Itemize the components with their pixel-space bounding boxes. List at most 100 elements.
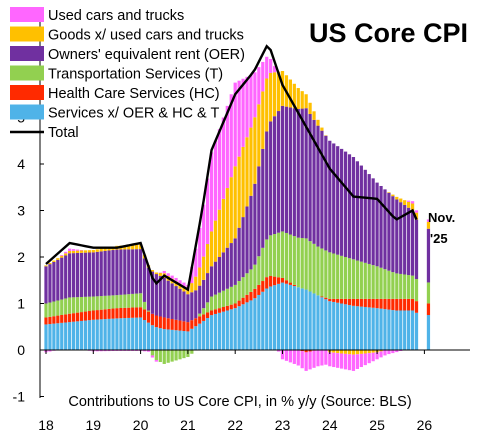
x-tick-label: 24 xyxy=(322,417,338,433)
bar-segment-used_cars xyxy=(190,266,194,284)
bar-segment-goods xyxy=(182,286,186,292)
bar-segment-oer xyxy=(395,199,399,274)
bar-segment-transport xyxy=(300,238,304,289)
bar-segment-services xyxy=(383,309,387,350)
bar-segment-services xyxy=(237,306,241,350)
bar-segment-used_cars xyxy=(166,273,170,276)
bar-segment-oer xyxy=(174,286,178,320)
bar-segment-oer xyxy=(249,195,253,270)
bar-segment-health xyxy=(403,298,407,311)
bar-segment-services xyxy=(64,322,68,350)
bar-segment-transport xyxy=(359,261,363,299)
bar-segment-transport xyxy=(213,294,218,310)
bar-segment-oer xyxy=(162,277,166,318)
bar-segment-transport xyxy=(107,295,111,309)
bar-segment-health xyxy=(261,281,265,292)
y-tick-label: 0 xyxy=(17,342,25,358)
bar-segment-transport xyxy=(245,273,249,295)
bar-segment-used_cars xyxy=(371,352,375,362)
bar-segment-oer xyxy=(64,255,68,299)
bar-segment-transport xyxy=(265,239,269,278)
bar-segment-health xyxy=(107,308,111,319)
bar-segment-transport xyxy=(79,296,84,313)
bar-segment-services xyxy=(379,308,383,350)
bar-segment-services xyxy=(312,293,316,350)
bar-segment-transport xyxy=(44,303,48,318)
bar-segment-used_cars xyxy=(328,352,332,367)
bar-segment-transport xyxy=(190,350,194,354)
y-tick-label: 2 xyxy=(17,249,25,265)
bar-segment-goods xyxy=(292,83,296,109)
bar-segment-oer xyxy=(119,249,123,295)
bar-segment-transport xyxy=(166,350,170,363)
bar-segment-services xyxy=(166,329,170,350)
bar-segment-services xyxy=(135,317,139,350)
bar-segment-oer xyxy=(127,249,131,295)
bar-segment-goods xyxy=(79,250,84,253)
bar-segment-goods xyxy=(60,255,64,258)
bar-segment-transport xyxy=(351,259,356,299)
bar-segment-transport xyxy=(269,235,273,276)
bar-segment-oer xyxy=(95,251,99,297)
bar-segment-used_cars xyxy=(205,178,210,245)
bar-segment-used_cars xyxy=(308,351,312,370)
bar-segment-oer xyxy=(410,210,415,276)
chart-title: US Core CPI xyxy=(309,18,468,48)
bar-segment-oer xyxy=(387,192,391,271)
bar-segment-services xyxy=(245,302,249,350)
bar-segment-used_cars xyxy=(221,117,225,199)
bar-segment-used_cars xyxy=(237,80,241,157)
bar-segment-goods xyxy=(387,192,391,193)
bar-segment-used_cars xyxy=(312,350,316,368)
bar-segment-used_cars xyxy=(95,350,99,352)
bar-segment-used_cars xyxy=(324,350,328,365)
bar-segment-oer xyxy=(351,157,356,260)
bar-segment-health xyxy=(135,307,139,318)
bar-segment-health xyxy=(300,350,304,352)
bar-segment-transport xyxy=(340,255,344,299)
bar-segment-goods xyxy=(359,350,363,354)
bar-segment-services xyxy=(363,306,367,350)
bar-segment-health xyxy=(395,298,399,311)
bar-segment-transport xyxy=(395,273,399,299)
bar-segment-oer xyxy=(150,271,155,314)
bar-segment-health xyxy=(391,298,395,311)
bar-segment-services xyxy=(407,310,411,350)
bar-segment-services xyxy=(83,320,88,350)
bar-segment-oer xyxy=(123,249,127,295)
bar-segment-services xyxy=(395,310,399,350)
bar-segment-oer xyxy=(241,217,245,278)
bar-segment-goods xyxy=(158,272,162,276)
bar-segment-goods xyxy=(320,127,324,131)
bar-segment-services xyxy=(371,307,375,350)
bar-segment-goods xyxy=(233,166,237,239)
bar-segment-health xyxy=(103,309,107,320)
bar-segment-used_cars xyxy=(340,353,344,369)
bar-segment-health xyxy=(265,277,269,289)
bar-segment-transport xyxy=(257,256,261,285)
bar-segment-used_cars xyxy=(245,76,249,138)
bar-segment-transport xyxy=(379,267,383,299)
bar-segment-health xyxy=(379,298,383,309)
bar-segment-used_cars xyxy=(332,352,336,368)
bar-segment-oer xyxy=(363,169,367,263)
bar-segment-services xyxy=(284,283,289,350)
legend-label-oer: Owners' equivalent rent (OER) xyxy=(48,47,245,63)
bar-segment-services xyxy=(198,323,202,350)
bar-segment-oer xyxy=(170,283,174,319)
bar-segment-services xyxy=(233,308,237,350)
bar-segment-services xyxy=(91,319,95,350)
bar-segment-transport xyxy=(288,234,292,283)
stacked-bars xyxy=(44,56,431,371)
bar-segment-goods xyxy=(273,72,277,117)
bar-segment-oer xyxy=(209,266,214,297)
bar-segment-goods xyxy=(154,272,158,275)
bar-segment-oer xyxy=(115,249,119,296)
bar-segment-services xyxy=(48,324,52,350)
bar-segment-used_cars xyxy=(300,351,304,369)
bar-segment-oer xyxy=(340,148,344,256)
bar-segment-transport xyxy=(64,298,68,315)
bar-segment-health xyxy=(174,319,178,331)
bar-segment-health xyxy=(166,318,170,330)
bar-segment-services xyxy=(103,319,107,350)
